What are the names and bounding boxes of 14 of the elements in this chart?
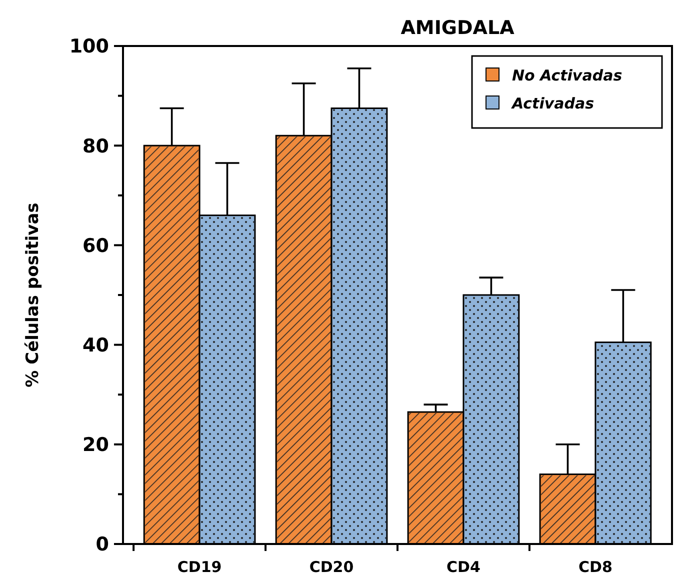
y-tick-label: 0 bbox=[96, 534, 109, 556]
x-tick-label: CD19 bbox=[177, 558, 222, 576]
chart-title: AMIGDALA bbox=[400, 17, 515, 39]
x-tick-label: CD8 bbox=[578, 558, 612, 576]
y-tick-label: 40 bbox=[82, 334, 109, 356]
legend-label: No Activadas bbox=[512, 66, 622, 84]
y-tick-label: 100 bbox=[69, 36, 109, 58]
y-tick-label: 60 bbox=[82, 234, 109, 257]
y-tick-label: 80 bbox=[82, 135, 109, 158]
legend-label: Activadas bbox=[511, 94, 594, 112]
x-tick-label: CD20 bbox=[309, 558, 354, 576]
y-axis-title: % Células positivas bbox=[23, 202, 43, 388]
y-tick-label: 20 bbox=[82, 434, 109, 456]
x-tick-label: CD4 bbox=[446, 558, 480, 576]
